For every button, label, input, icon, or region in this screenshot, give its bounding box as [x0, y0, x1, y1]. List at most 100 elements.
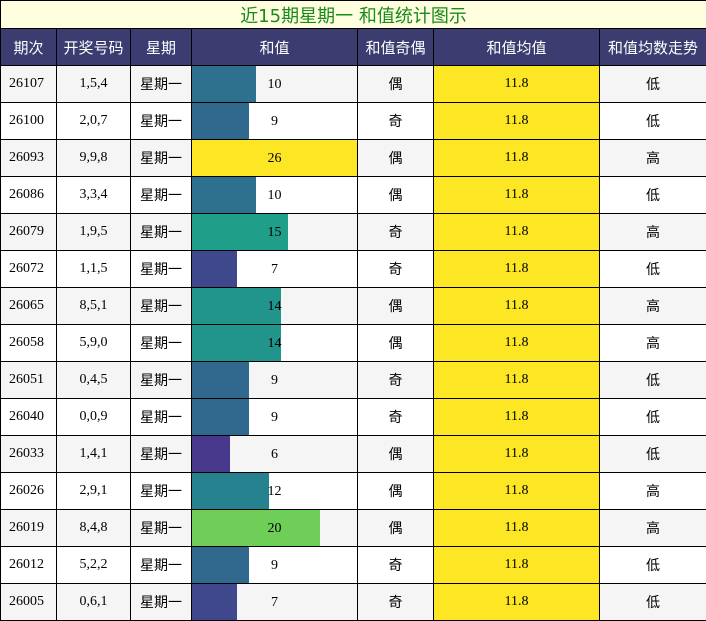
average-cell: 11.8 — [433, 324, 600, 362]
sum-cell: 9 — [191, 546, 358, 584]
sum-label: 15 — [267, 224, 282, 240]
weekday-cell: 星期一 — [130, 102, 192, 140]
table-row: 26093 9,9,8 星期一 26 偶 11.8 高 — [0, 139, 706, 177]
sum-bar — [192, 140, 357, 176]
numbers-cell: 0,0,9 — [56, 398, 131, 436]
sum-label: 14 — [267, 335, 282, 351]
sum-bar — [192, 399, 249, 435]
sum-label: 9 — [271, 372, 278, 388]
issue-cell: 26033 — [0, 435, 57, 473]
parity-cell: 奇 — [357, 102, 434, 140]
numbers-cell: 8,4,8 — [56, 509, 131, 547]
trend-cell: 高 — [598, 509, 706, 547]
weekday-cell: 星期一 — [130, 65, 192, 103]
issue-cell: 26065 — [0, 287, 57, 325]
sum-label: 20 — [267, 520, 282, 536]
issue-cell: 26086 — [0, 176, 57, 214]
table-row: 26026 2,9,1 星期一 12 偶 11.8 高 — [0, 472, 706, 510]
table-row: 26072 1,1,5 星期一 7 奇 11.8 低 — [0, 250, 706, 288]
sum-bar — [192, 473, 269, 509]
trend-cell: 高 — [598, 139, 706, 177]
header-sum: 和值 — [191, 28, 358, 66]
trend-cell: 低 — [598, 398, 706, 436]
average-cell: 11.8 — [433, 176, 600, 214]
sum-cell: 12 — [191, 472, 358, 510]
parity-cell: 奇 — [357, 546, 434, 584]
average-cell: 11.8 — [433, 213, 600, 251]
numbers-cell: 1,9,5 — [56, 213, 131, 251]
table-row: 26012 5,2,2 星期一 9 奇 11.8 低 — [0, 546, 706, 584]
sum-cell: 7 — [191, 250, 358, 288]
sum-cell: 6 — [191, 435, 358, 473]
weekday-cell: 星期一 — [130, 472, 192, 510]
trend-cell: 高 — [598, 324, 706, 362]
sum-label: 7 — [271, 261, 278, 277]
numbers-cell: 1,5,4 — [56, 65, 131, 103]
average-cell: 11.8 — [433, 65, 600, 103]
weekday-cell: 星期一 — [130, 546, 192, 584]
parity-cell: 偶 — [357, 509, 434, 547]
table-row: 26086 3,3,4 星期一 10 偶 11.8 低 — [0, 176, 706, 214]
weekday-cell: 星期一 — [130, 287, 192, 325]
header-average: 和值均值 — [433, 28, 600, 66]
weekday-cell: 星期一 — [130, 361, 192, 399]
sum-bar — [192, 214, 288, 250]
issue-cell: 26100 — [0, 102, 57, 140]
table-body: 26107 1,5,4 星期一 10 偶 11.8 低 26100 2,0,7 星期一 9 奇 11.8… — [0, 65, 706, 621]
sum-cell: 15 — [191, 213, 358, 251]
sum-label: 6 — [271, 446, 278, 462]
sum-bar — [192, 177, 256, 213]
issue-cell: 26005 — [0, 583, 57, 621]
parity-cell: 偶 — [357, 65, 434, 103]
sum-label: 14 — [267, 298, 282, 314]
issue-cell: 26058 — [0, 324, 57, 362]
numbers-cell: 5,9,0 — [56, 324, 131, 362]
trend-cell: 高 — [598, 287, 706, 325]
table-row: 26065 8,5,1 星期一 14 偶 11.8 高 — [0, 287, 706, 325]
sum-cell: 9 — [191, 398, 358, 436]
sum-bar — [192, 325, 281, 361]
sum-cell: 9 — [191, 102, 358, 140]
header-parity: 和值奇偶 — [357, 28, 434, 66]
trend-cell: 低 — [598, 102, 706, 140]
sum-bar — [192, 288, 281, 324]
numbers-cell: 8,5,1 — [56, 287, 131, 325]
sum-label: 26 — [267, 150, 282, 166]
issue-cell: 26079 — [0, 213, 57, 251]
header-row: 期次 开奖号码 星期 和值 和值奇偶 和值均值 和值均数走势 — [0, 28, 706, 66]
sum-label: 10 — [267, 187, 282, 203]
parity-cell: 偶 — [357, 176, 434, 214]
sum-cell: 26 — [191, 139, 358, 177]
sum-cell: 10 — [191, 176, 358, 214]
sum-bar — [192, 66, 256, 102]
sum-bar — [192, 362, 249, 398]
sum-cell: 20 — [191, 509, 358, 547]
sum-bar — [192, 103, 249, 139]
parity-cell: 偶 — [357, 435, 434, 473]
issue-cell: 26093 — [0, 139, 57, 177]
average-cell: 11.8 — [433, 472, 600, 510]
weekday-cell: 星期一 — [130, 176, 192, 214]
issue-cell: 26051 — [0, 361, 57, 399]
weekday-cell: 星期一 — [130, 213, 192, 251]
trend-cell: 低 — [598, 435, 706, 473]
trend-cell: 高 — [598, 213, 706, 251]
average-cell: 11.8 — [433, 139, 600, 177]
table-row: 26019 8,4,8 星期一 20 偶 11.8 高 — [0, 509, 706, 547]
weekday-cell: 星期一 — [130, 435, 192, 473]
issue-cell: 26019 — [0, 509, 57, 547]
header-weekday: 星期 — [130, 28, 192, 66]
numbers-cell: 2,0,7 — [56, 102, 131, 140]
sum-bar — [192, 510, 320, 546]
trend-cell: 低 — [598, 176, 706, 214]
issue-cell: 26026 — [0, 472, 57, 510]
trend-cell: 低 — [598, 65, 706, 103]
sum-cell: 14 — [191, 287, 358, 325]
table-row: 26058 5,9,0 星期一 14 偶 11.8 高 — [0, 324, 706, 362]
weekday-cell: 星期一 — [130, 509, 192, 547]
average-cell: 11.8 — [433, 509, 600, 547]
issue-cell: 26107 — [0, 65, 57, 103]
average-cell: 11.8 — [433, 361, 600, 399]
sum-bar — [192, 436, 230, 472]
